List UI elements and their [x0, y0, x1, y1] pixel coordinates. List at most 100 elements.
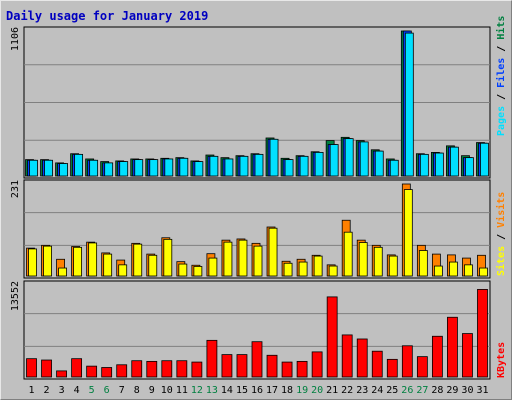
bar-pages-day-5 — [89, 159, 99, 177]
x-tick-label-day-6: 6 — [104, 385, 110, 396]
x-tick-label-day-24: 24 — [371, 385, 383, 396]
legend-hits: Hits — [495, 16, 507, 40]
bar-kbytes-day-30 — [462, 333, 473, 378]
x-tick-label-day-25: 25 — [386, 385, 398, 396]
bar-pages-day-14 — [224, 158, 234, 177]
bar-sites-day-2 — [43, 245, 52, 277]
bar-pages-day-9 — [149, 159, 159, 177]
bar-pages-day-12 — [194, 161, 204, 177]
x-tick-label-day-2: 2 — [44, 385, 50, 396]
x-tick-label-day-20: 20 — [311, 385, 323, 396]
bar-kbytes-day-18 — [281, 361, 293, 378]
x-tick-label-day-4: 4 — [74, 385, 80, 396]
bar-sites-day-31 — [479, 267, 488, 277]
legend-separator: / — [496, 88, 507, 106]
bar-kbytes-day-13 — [206, 339, 218, 378]
bar-sites-day-23 — [358, 242, 368, 277]
bar-pages-day-2 — [44, 159, 53, 177]
bar-pages-day-6 — [104, 162, 114, 177]
bar-sites-day-4 — [73, 246, 83, 277]
bar-pages-day-15 — [239, 155, 249, 177]
bar-kbytes-day-5 — [86, 365, 98, 378]
bar-pages-day-3 — [59, 163, 68, 177]
bar-kbytes-day-11 — [176, 360, 188, 378]
bar-kbytes-day-7 — [116, 364, 128, 378]
bar-sites-day-10 — [163, 238, 173, 277]
bar-pages-day-23 — [359, 141, 369, 177]
bar-kbytes-day-24 — [371, 350, 383, 378]
bar-sites-day-5 — [88, 242, 98, 277]
bar-kbytes-day-16 — [251, 341, 263, 378]
x-tick-label-day-5: 5 — [89, 385, 95, 396]
bar-kbytes-day-1 — [26, 358, 37, 378]
bar-kbytes-day-15 — [236, 354, 248, 378]
x-tick-label-day-9: 9 — [149, 385, 155, 396]
bar-sites-day-7 — [118, 264, 128, 277]
bar-kbytes-day-23 — [356, 338, 368, 378]
bar-sites-day-27 — [418, 250, 428, 277]
bar-kbytes-day-21 — [326, 296, 338, 378]
x-tick-label-day-17: 17 — [266, 385, 278, 396]
x-tick-label-day-31: 31 — [476, 385, 488, 396]
panel-1-ymax-label: 1106 — [10, 27, 21, 51]
bar-kbytes-day-4 — [71, 358, 83, 378]
x-tick-label-day-15: 15 — [236, 385, 248, 396]
bar-kbytes-day-29 — [447, 316, 458, 378]
bar-sites-day-28 — [433, 265, 443, 277]
x-tick-label-day-14: 14 — [221, 385, 233, 396]
bar-sites-day-16 — [253, 245, 263, 277]
bar-kbytes-day-20 — [311, 351, 323, 378]
bar-sites-day-14 — [223, 241, 233, 277]
bar-sites-day-12 — [193, 266, 203, 277]
bar-kbytes-day-27 — [416, 356, 428, 378]
bar-pages-day-20 — [314, 152, 324, 177]
bar-sites-day-19 — [298, 261, 308, 277]
bar-sites-day-21 — [328, 265, 338, 277]
bar-pages-day-28 — [434, 152, 444, 177]
bar-sites-day-17 — [268, 227, 278, 277]
x-tick-label-day-16: 16 — [251, 385, 263, 396]
bar-pages-day-4 — [74, 153, 84, 177]
x-tick-label-day-30: 30 — [461, 385, 473, 396]
bar-kbytes-day-8 — [131, 360, 143, 378]
bar-kbytes-day-22 — [341, 334, 353, 378]
legend-pages-files-hits: Pages / Files / Hits — [495, 16, 507, 136]
legend-visits: Visits — [495, 192, 507, 228]
bar-sites-day-9 — [148, 254, 158, 277]
bar-sites-day-3 — [58, 267, 67, 277]
bar-kbytes-day-28 — [431, 335, 443, 378]
bar-kbytes-day-19 — [296, 360, 308, 378]
x-tick-label-day-21: 21 — [326, 385, 338, 396]
bar-pages-day-19 — [299, 155, 309, 177]
bar-pages-day-7 — [119, 161, 129, 177]
bar-sites-day-25 — [388, 255, 398, 277]
legend-separator: / — [496, 40, 507, 58]
chart-title: Daily usage for January 2019 — [6, 9, 209, 23]
x-tick-label-day-8: 8 — [134, 385, 140, 396]
bar-pages-day-8 — [134, 159, 144, 177]
x-tick-label-day-26: 26 — [401, 385, 413, 396]
bar-kbytes-day-3 — [56, 370, 67, 378]
bar-sites-day-1 — [28, 248, 37, 277]
bar-kbytes-day-10 — [161, 360, 173, 378]
bar-sites-day-6 — [103, 253, 113, 277]
bar-pages-day-21 — [329, 144, 339, 177]
legend-sites-visits: Sites / Visits — [495, 192, 507, 276]
legend-pages: Pages — [496, 106, 507, 136]
x-tick-label-day-28: 28 — [431, 385, 443, 396]
bar-kbytes-day-6 — [101, 367, 113, 378]
panel-2-ymax-label: 231 — [10, 180, 21, 198]
bar-pages-day-17 — [269, 138, 279, 177]
bar-pages-day-29 — [450, 146, 459, 177]
bar-pages-day-31 — [480, 142, 489, 177]
bar-sites-day-30 — [464, 264, 473, 277]
x-tick-label-day-23: 23 — [356, 385, 368, 396]
bar-kbytes-day-12 — [191, 361, 203, 378]
bar-sites-day-18 — [283, 262, 293, 277]
legend-sites: Sites — [495, 246, 507, 276]
bar-sites-day-22 — [343, 231, 353, 277]
bar-kbytes-day-9 — [146, 360, 158, 378]
bar-pages-day-30 — [465, 157, 474, 177]
bar-sites-day-29 — [449, 261, 458, 277]
